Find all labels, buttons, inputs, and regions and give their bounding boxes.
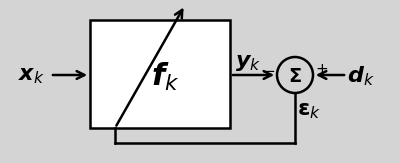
Text: $+$: $+$: [315, 62, 328, 77]
Text: $\boldsymbol{\varepsilon}_k$: $\boldsymbol{\varepsilon}_k$: [297, 101, 321, 121]
Text: $\boldsymbol{d}_k$: $\boldsymbol{d}_k$: [347, 64, 375, 88]
Text: $\boldsymbol{x}_k$: $\boldsymbol{x}_k$: [18, 66, 45, 86]
Text: $\boldsymbol{y}_k$: $\boldsymbol{y}_k$: [235, 53, 261, 73]
Text: $-$: $-$: [262, 62, 275, 77]
Text: $\boldsymbol{\Sigma}$: $\boldsymbol{\Sigma}$: [288, 67, 302, 86]
Bar: [90, 20, 230, 128]
Text: $\boldsymbol{f}_k$: $\boldsymbol{f}_k$: [151, 61, 179, 93]
Circle shape: [277, 57, 313, 93]
